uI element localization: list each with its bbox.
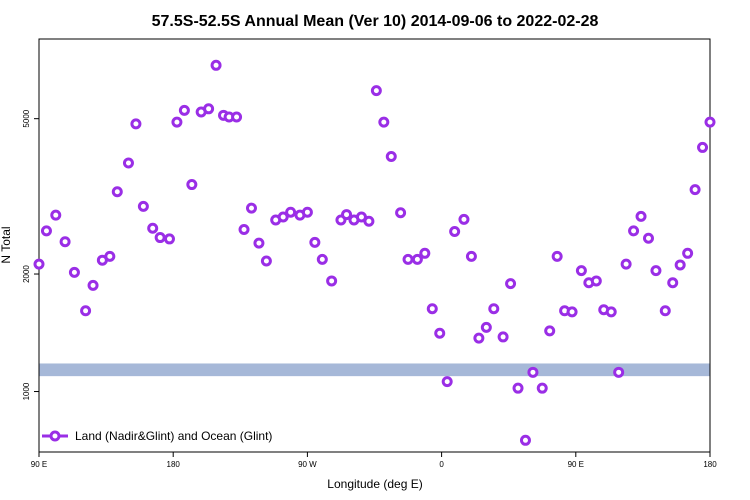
data-point (122, 157, 134, 169)
x-tick-label: 180 (167, 460, 181, 469)
data-point (385, 151, 397, 163)
data-point (231, 111, 243, 123)
data-point (512, 382, 524, 394)
data-point (575, 265, 587, 277)
data-point (458, 213, 470, 225)
data-point (536, 382, 548, 394)
legend-marker (49, 430, 61, 442)
y-tick-label: 1000 (22, 382, 31, 400)
data-point (238, 224, 250, 236)
data-point (613, 366, 625, 378)
x-tick-label: 90 E (31, 460, 47, 469)
data-point (505, 278, 517, 290)
data-point (635, 210, 647, 222)
legend-label: Land (Nadir&Glint) and Ocean (Glint) (75, 429, 272, 443)
data-point (590, 275, 602, 287)
data-point (620, 258, 632, 270)
data-point (497, 331, 509, 343)
data-point (68, 266, 80, 278)
data-point (253, 237, 265, 249)
chart-title: 57.5S-52.5S Annual Mean (Ver 10) 2014-09… (152, 13, 599, 30)
data-point (203, 103, 215, 115)
data-point (285, 206, 297, 218)
data-point (411, 253, 423, 265)
data-point (178, 104, 190, 116)
data-point (186, 179, 198, 191)
data-point (488, 303, 500, 315)
data-point (277, 211, 289, 223)
data-point (137, 200, 149, 212)
data-point (689, 184, 701, 196)
data-point (434, 327, 446, 339)
data-point (363, 215, 375, 227)
x-tick-label: 0 (439, 460, 444, 469)
y-tick-label: 2000 (22, 265, 31, 283)
data-point (704, 116, 716, 128)
data-point (650, 265, 662, 277)
data-point (341, 209, 353, 221)
data-point (402, 253, 414, 265)
plot-frame (38, 38, 711, 453)
data-point (441, 376, 453, 388)
data-point (659, 305, 671, 317)
data-point (378, 116, 390, 128)
x-tick-label: 90 W (298, 460, 317, 469)
data-point (301, 206, 313, 218)
data-point (370, 85, 382, 97)
y-axis-label: N Total (0, 226, 13, 263)
data-point (480, 321, 492, 333)
data-point (449, 226, 461, 238)
data-point (628, 225, 640, 237)
data-point (59, 236, 71, 248)
data-point (80, 305, 92, 317)
data-point (130, 118, 142, 130)
data-point (473, 332, 485, 344)
data-point (527, 366, 539, 378)
data-point (104, 250, 116, 262)
x-axis-label: Longitude (deg E) (327, 477, 422, 491)
data-point (566, 306, 578, 318)
x-tick-label: 90 E (568, 460, 584, 469)
data-point (551, 250, 563, 262)
highlight-band (39, 363, 710, 377)
data-point (260, 255, 272, 267)
data-point (154, 232, 166, 244)
data-point (33, 258, 45, 270)
data-point (355, 211, 367, 223)
data-point (605, 306, 617, 318)
data-point (171, 116, 183, 128)
data-point (465, 250, 477, 262)
data-point (326, 275, 338, 287)
data-point (697, 141, 709, 153)
data-point (50, 209, 62, 221)
data-point (40, 225, 52, 237)
data-point (667, 277, 679, 289)
data-point (163, 233, 175, 245)
data-point (210, 59, 222, 71)
data-point (309, 236, 321, 248)
data-point (519, 434, 531, 446)
legend: Land (Nadir&Glint) and Ocean (Glint) (42, 429, 272, 443)
y-tick-label: 5000 (22, 109, 31, 127)
x-tick-label: 180 (703, 460, 717, 469)
data-point (426, 303, 438, 315)
data-point (642, 232, 654, 244)
data-point (419, 247, 431, 259)
data-point (544, 325, 556, 337)
data-point (316, 253, 328, 265)
data-point (147, 222, 159, 234)
data-point (111, 186, 123, 198)
data-point (245, 202, 257, 214)
data-point (674, 259, 686, 271)
data-point (682, 247, 694, 259)
data-point (87, 279, 99, 291)
data-point (395, 207, 407, 219)
